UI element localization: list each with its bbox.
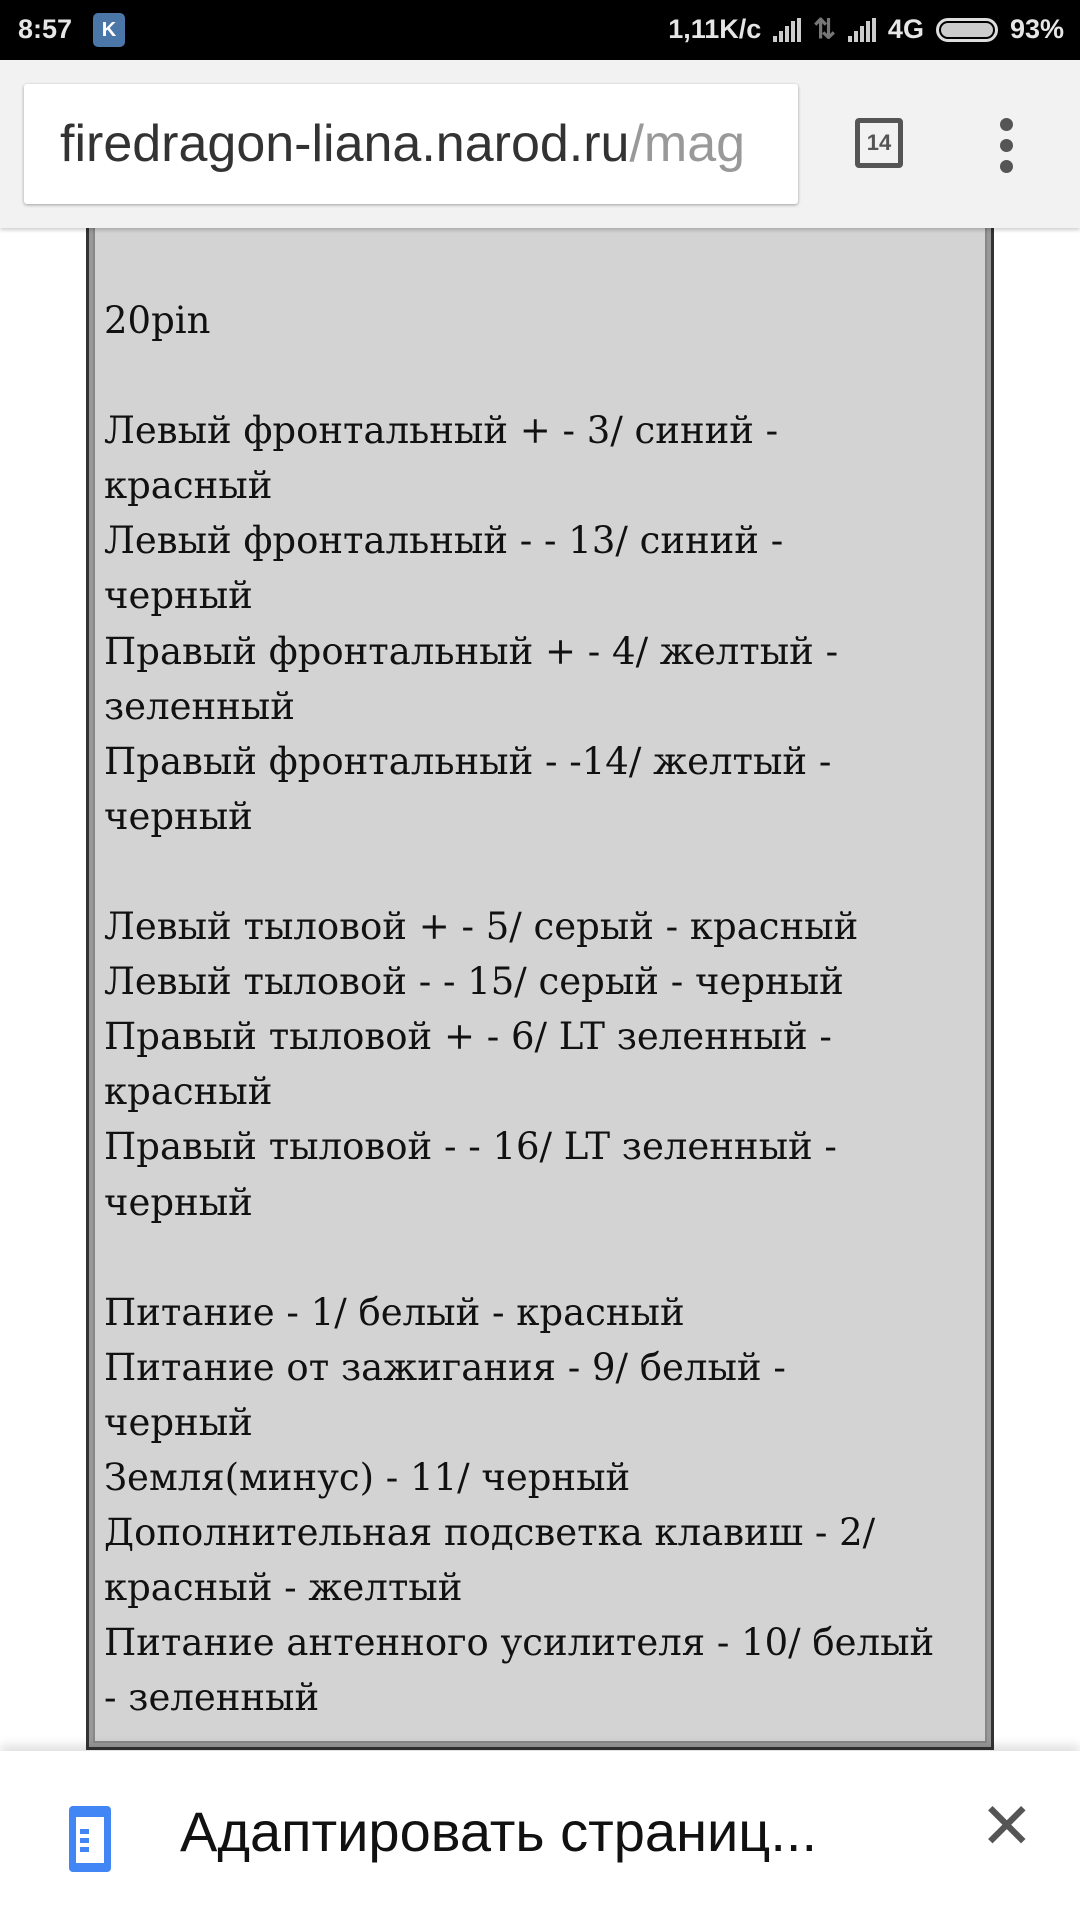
text-line: красный - желтый — [104, 1566, 463, 1610]
page-content-frame: 20pin Левый фронтальный + - 3/ синий - кра… — [86, 160, 994, 1750]
text-line: Правый фронтальный + - 4/ желтый - — [104, 629, 839, 673]
adapt-page-label[interactable]: Адаптировать страниц... — [180, 1800, 818, 1863]
data-transfer-icon: ⇅ — [813, 14, 836, 44]
more-menu-icon[interactable] — [1000, 118, 1016, 181]
text-line: красный — [104, 1070, 273, 1114]
text-line: красный — [104, 464, 273, 508]
text-line: Левый фронтальный + - 3/ синий - — [104, 409, 779, 453]
pinout-text: 20pin Левый фронтальный + - 3/ синий - кра… — [93, 167, 987, 1743]
text-line: Питание - 1/ белый - красный — [104, 1290, 685, 1334]
tab-switcher-button[interactable]: 14 — [855, 118, 903, 168]
battery-percent: 93% — [1009, 14, 1064, 44]
blank-line — [104, 1230, 985, 1285]
text-line: Левый фронтальный - - 13/ синий - — [104, 519, 784, 563]
signal-icon — [773, 17, 802, 42]
text-line: черный — [104, 794, 253, 838]
text-line: Питание антенного усилителя - 10/ белый — [104, 1621, 935, 1665]
vk-icon: K — [93, 13, 125, 47]
reader-mode-bar[interactable]: Адаптировать страниц... ✕ — [0, 1751, 1080, 1920]
text-line: Земля(минус) - 11/ черный — [104, 1455, 631, 1499]
text-line: 20pin — [104, 299, 211, 342]
text-line: Левый тыловой - - 15/ серый - черный — [104, 960, 844, 1004]
network-type: 4G — [887, 14, 924, 44]
text-line: Дополнительная подсветка клавиш - 2/ — [104, 1511, 876, 1555]
browser-toolbar: firedragon-liana.narod.ru/mag 14 — [0, 60, 1080, 228]
text-line: Правый тыловой - - 16/ LT зеленный - — [104, 1125, 837, 1169]
clock: 8:57 — [18, 14, 73, 44]
status-bar: 8:57 K 1,11K/c ⇅ 4G 93% — [0, 0, 1080, 60]
text-line: Правый тыловой + - 6/ LT зеленный - — [104, 1015, 832, 1059]
close-icon[interactable]: ✕ — [980, 1790, 1034, 1862]
text-line: зеленный — [104, 684, 295, 728]
signal-icon-2 — [847, 17, 876, 42]
text-line: Питание от зажигания - 9/ белый - — [104, 1345, 786, 1389]
text-line: черный — [104, 1400, 253, 1444]
blank-line — [104, 348, 985, 403]
url-path: /mag — [629, 115, 746, 173]
url-host: firedragon-liana.narod.ru — [60, 115, 630, 173]
text-line: черный — [104, 1180, 253, 1224]
text-line: черный — [104, 574, 253, 618]
reader-mode-icon — [69, 1806, 111, 1872]
url-bar[interactable]: firedragon-liana.narod.ru/mag — [24, 84, 798, 204]
network-speed: 1,11K/c — [668, 14, 762, 44]
battery-icon — [935, 17, 998, 42]
text-line: - зеленный — [104, 1676, 320, 1720]
text-line: Левый тыловой + - 5/ серый - красный — [104, 905, 859, 949]
blank-line — [104, 844, 985, 899]
text-line: Правый фронтальный - -14/ желтый - — [104, 739, 832, 783]
